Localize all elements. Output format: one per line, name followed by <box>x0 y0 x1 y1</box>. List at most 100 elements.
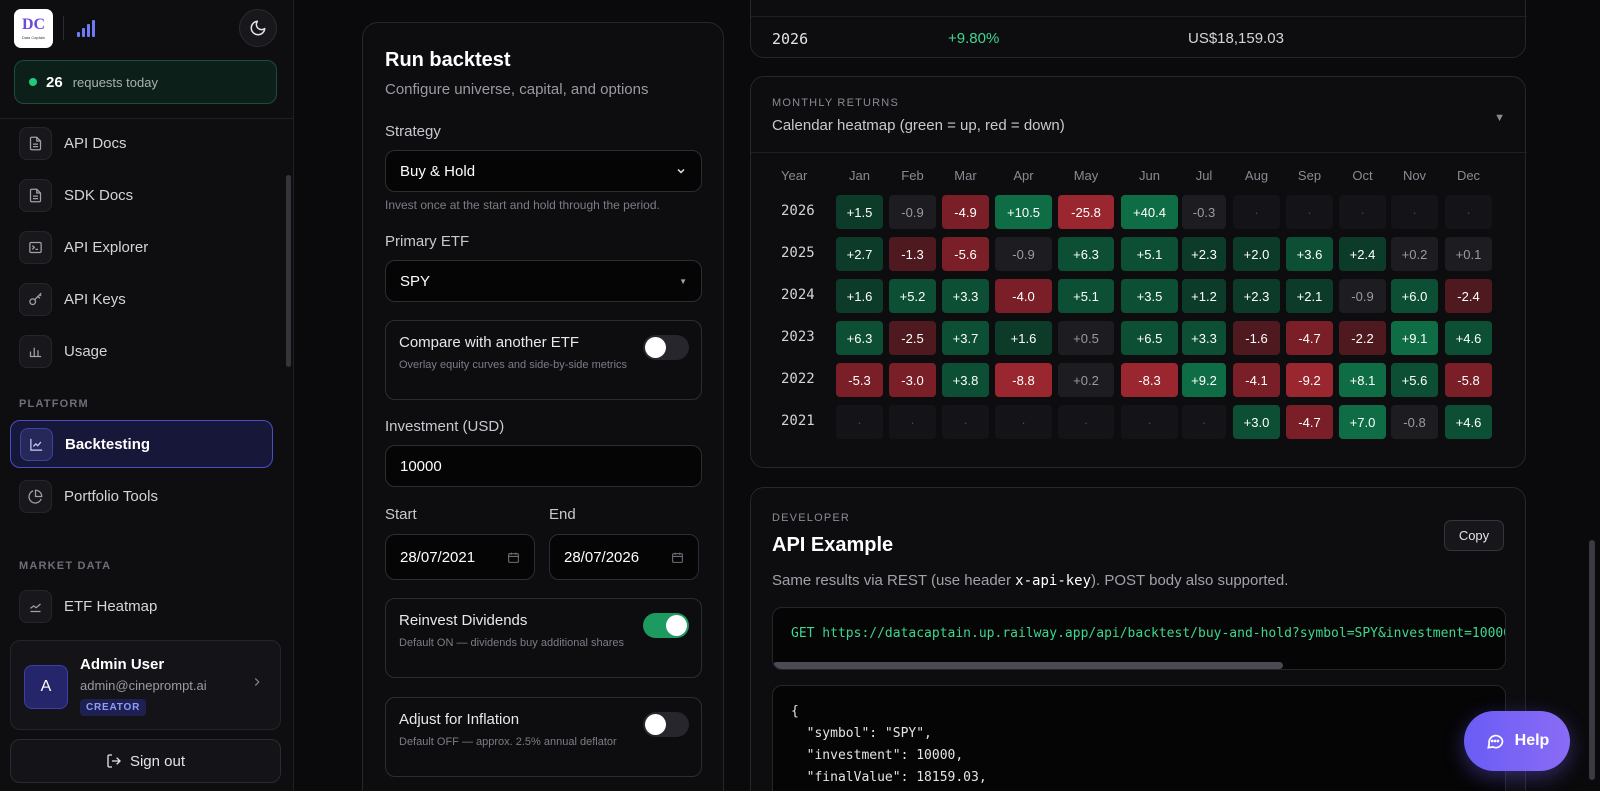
month-header-dec: Dec <box>1456 168 1481 183</box>
month-header-may: May <box>1073 168 1099 183</box>
heatmap-cell: +3.6 <box>1286 237 1333 271</box>
heatmap-cell: -3.0 <box>889 363 936 397</box>
key-icon <box>19 282 52 316</box>
sidebar-item-etf-heatmap[interactable]: ETF Heatmap <box>10 582 273 626</box>
sidebar-scrollbar[interactable] <box>286 175 291 367</box>
sidebar-item-backtesting[interactable]: Backtesting <box>10 420 273 468</box>
sidebar-item-sdk-docs[interactable]: SDK Docs <box>10 171 273 219</box>
heatmap-cell: -2.4 <box>1445 279 1492 313</box>
requests-today-badge: 26 requests today <box>14 60 277 104</box>
reinvest-toggle[interactable] <box>643 613 689 638</box>
heatmap-cell: -9.2 <box>1286 363 1333 397</box>
sign-out-button[interactable]: Sign out <box>10 739 281 783</box>
json-line: "finalValue": 18159.03, <box>791 770 987 785</box>
theme-toggle-button[interactable] <box>239 9 277 47</box>
heatmap-cell: -2.2 <box>1339 321 1386 355</box>
calendar-icon[interactable] <box>507 551 520 564</box>
main-scrollbar[interactable] <box>1589 540 1595 780</box>
heatmap-cell: +9.1 <box>1391 321 1438 355</box>
section-label-platform: PLATFORM <box>19 398 89 410</box>
sidebar-item-usage[interactable]: Usage <box>10 327 273 375</box>
heatmap-cell: -0.3 <box>1182 195 1226 229</box>
heatmap-cell: +2.4 <box>1339 237 1386 271</box>
heatmap-year-label: 2021 <box>781 413 815 429</box>
month-header-nov: Nov <box>1402 168 1427 183</box>
heatmap-cell: -8.3 <box>1121 363 1178 397</box>
caret-down-icon: ▼ <box>679 276 687 286</box>
heatmap-cell: -5.6 <box>942 237 989 271</box>
heatmap-divider <box>751 152 1527 153</box>
heatmap-cell: +3.5 <box>1121 279 1178 313</box>
requests-count: 26 <box>46 73 63 91</box>
logo-text: Data Captain <box>21 35 46 40</box>
moon-icon <box>250 20 266 36</box>
sidebar-item-api-explorer[interactable]: API Explorer <box>10 223 273 271</box>
compare-toggle-card: Compare with another ETF Overlay equity … <box>385 320 702 400</box>
inflation-desc: Default OFF — approx. 2.5% annual deflat… <box>399 736 617 748</box>
pie-chart-icon <box>19 479 52 513</box>
sidebar-item-api-docs[interactable]: API Docs <box>10 119 273 167</box>
copy-button[interactable]: Copy <box>1444 520 1504 551</box>
heatmap-cell: +3.0 <box>1233 405 1280 439</box>
sidebar-item-portfolio-tools[interactable]: Portfolio Tools <box>10 472 273 520</box>
heatmap-cell: · <box>1233 195 1280 229</box>
heatmap-cell: · <box>1339 195 1386 229</box>
heatmap-cell: · <box>1121 405 1178 439</box>
month-header-jul: Jul <box>1195 168 1213 183</box>
url-scrollbar[interactable] <box>773 662 1283 669</box>
heatmap-cell: +6.3 <box>836 321 883 355</box>
api-description: Same results via REST (use header x-api-… <box>772 572 1288 589</box>
user-name: Admin User <box>80 656 165 673</box>
line-chart-icon <box>20 427 53 461</box>
heatmap-cell: +5.2 <box>889 279 936 313</box>
api-url-box[interactable]: GET https://datacaptain.up.railway.app/a… <box>772 607 1506 670</box>
heatmap-cell: +2.0 <box>1233 237 1280 271</box>
heatmap-cell: +6.5 <box>1121 321 1178 355</box>
heatmap-cell: -0.9 <box>889 195 936 229</box>
strategy-select[interactable]: Buy & Hold <box>385 150 702 192</box>
help-label: Help <box>1514 732 1550 749</box>
month-header-mar: Mar <box>954 168 977 183</box>
investment-input[interactable]: 10000 <box>385 445 702 487</box>
chevron-down-icon <box>677 168 685 174</box>
heatmap-cell: · <box>942 405 989 439</box>
year-column-header: Year <box>781 168 808 183</box>
heatmap-cell: +40.4 <box>1121 195 1178 229</box>
strategy-label: Strategy <box>385 123 441 140</box>
table-divider <box>751 16 1527 17</box>
heatmap-year-label: 2026 <box>781 203 815 219</box>
heatmap-cell: -1.3 <box>889 237 936 271</box>
heatmap-cell: +2.1 <box>1286 279 1333 313</box>
heatmap-kicker: MONTHLY RETURNS <box>772 97 899 109</box>
compare-toggle[interactable] <box>643 335 689 360</box>
api-desc-after: ). POST body also supported. <box>1091 572 1289 589</box>
sidebar-item-label: API Explorer <box>64 238 149 256</box>
heatmap-cell: · <box>995 405 1052 439</box>
etf-select[interactable]: SPY ▼ <box>385 260 702 302</box>
sidebar-item-label: Portfolio Tools <box>64 487 158 505</box>
sidebar-divider <box>0 118 294 119</box>
collapse-caret-icon[interactable]: ▼ <box>1494 112 1505 124</box>
inflation-toggle[interactable] <box>643 712 689 737</box>
month-header-jun: Jun <box>1139 168 1160 183</box>
sidebar-item-api-keys[interactable]: API Keys <box>10 275 273 323</box>
start-date-input[interactable]: 28/07/2021 <box>385 534 535 580</box>
heatmap-cell: +5.6 <box>1391 363 1438 397</box>
document-icon <box>19 178 52 212</box>
app-logo[interactable]: DC Data Captain <box>14 9 53 48</box>
heatmap-year-label: 2025 <box>781 245 815 261</box>
calendar-icon[interactable] <box>671 551 684 564</box>
api-desc-before: Same results via REST (use header <box>772 572 1016 589</box>
user-card[interactable]: A Admin User admin@cineprompt.ai CREATOR <box>10 640 281 730</box>
heatmap-cell: +1.6 <box>995 321 1052 355</box>
sidebar-item-label: ETF Heatmap <box>64 597 158 615</box>
heatmap-cell: +3.8 <box>942 363 989 397</box>
form-subtitle: Configure universe, capital, and options <box>385 81 649 98</box>
month-header-jan: Jan <box>849 168 870 183</box>
end-date-input[interactable]: 28/07/2026 <box>549 534 699 580</box>
heatmap-year-label: 2024 <box>781 287 815 303</box>
help-button[interactable]: Help <box>1464 711 1570 771</box>
investment-label: Investment (USD) <box>385 418 505 435</box>
heatmap-cell: · <box>1445 195 1492 229</box>
sidebar-item-label: SDK Docs <box>64 186 134 204</box>
